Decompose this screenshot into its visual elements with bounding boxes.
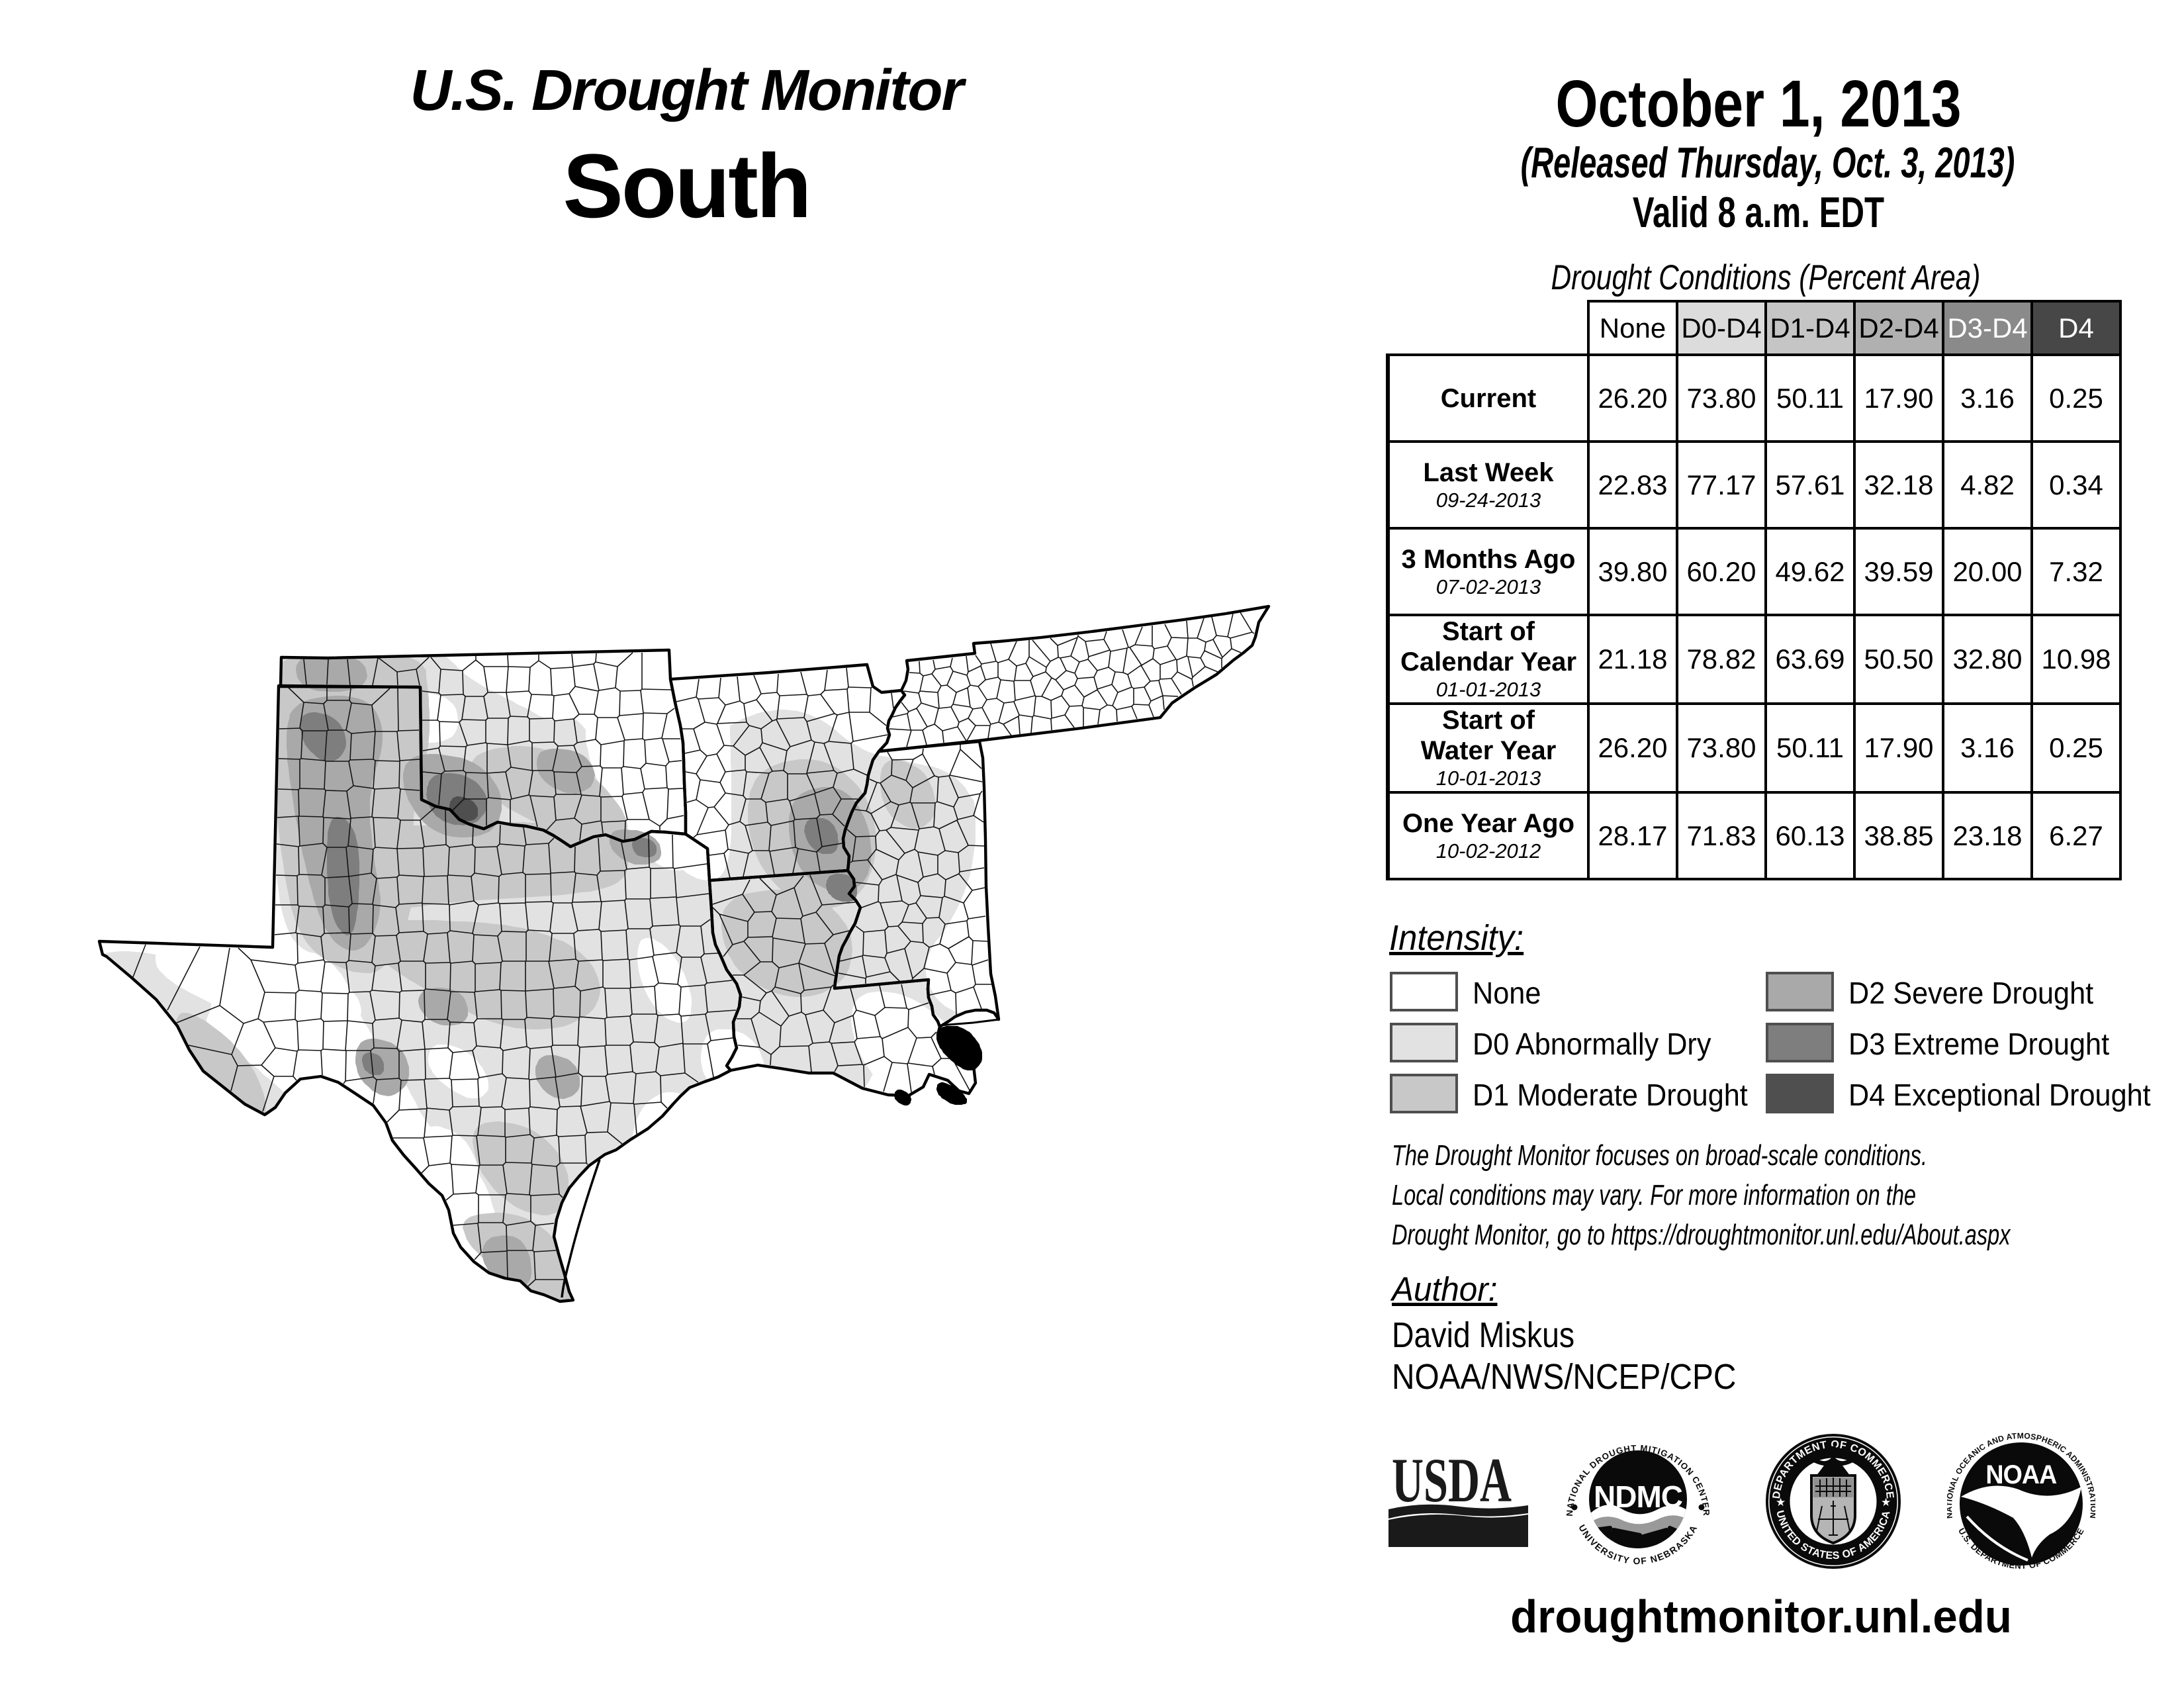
svg-text:NOAA: NOAA	[1985, 1460, 2056, 1489]
svg-text:NDMC: NDMC	[1594, 1479, 1682, 1514]
svg-text:USDA: USDA	[1392, 1454, 1512, 1515]
svg-text:★: ★	[1776, 1496, 1786, 1509]
svg-text:★: ★	[1881, 1496, 1891, 1509]
